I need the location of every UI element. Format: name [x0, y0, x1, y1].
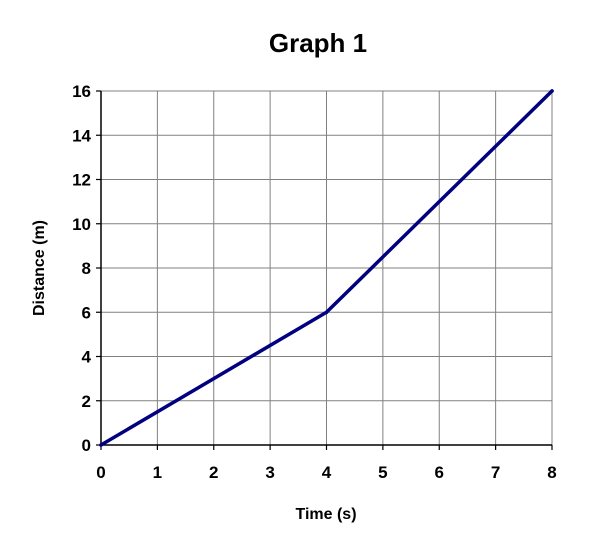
grid-lines [101, 90, 553, 445]
y-axis-label: Distance (m) [31, 220, 48, 316]
chart-title: Graph 1 [269, 28, 367, 58]
y-tick-label-6: 12 [72, 171, 91, 190]
x-tick-label-3: 3 [265, 463, 274, 482]
y-tick-label-1: 2 [82, 392, 91, 411]
x-axis-ticks: 0 1 2 3 4 5 6 7 8 [96, 445, 557, 482]
data-point-0-2 [550, 89, 554, 93]
x-tick-label-1: 1 [153, 463, 162, 482]
y-tick-label-3: 6 [82, 303, 91, 322]
y-tick-label-0: 0 [82, 436, 91, 455]
y-tick-label-8: 16 [72, 82, 91, 101]
y-axis-ticks: 0 2 4 6 8 10 12 14 16 [72, 82, 101, 455]
x-tick-label-2: 2 [209, 463, 218, 482]
data-point-0-1 [324, 310, 329, 315]
data-point-0-0 [99, 443, 103, 447]
y-tick-label-5: 10 [72, 215, 91, 234]
series-group [99, 89, 554, 447]
y-tick-label-2: 4 [82, 348, 92, 367]
y-tick-label-4: 8 [82, 259, 91, 278]
x-tick-label-8: 8 [547, 463, 556, 482]
x-tick-label-5: 5 [378, 463, 387, 482]
x-tick-label-7: 7 [491, 463, 500, 482]
y-tick-label-7: 14 [72, 126, 91, 145]
x-tick-label-0: 0 [96, 463, 105, 482]
x-tick-label-6: 6 [435, 463, 444, 482]
x-axis-label: Time (s) [295, 506, 356, 523]
x-tick-label-4: 4 [322, 463, 332, 482]
